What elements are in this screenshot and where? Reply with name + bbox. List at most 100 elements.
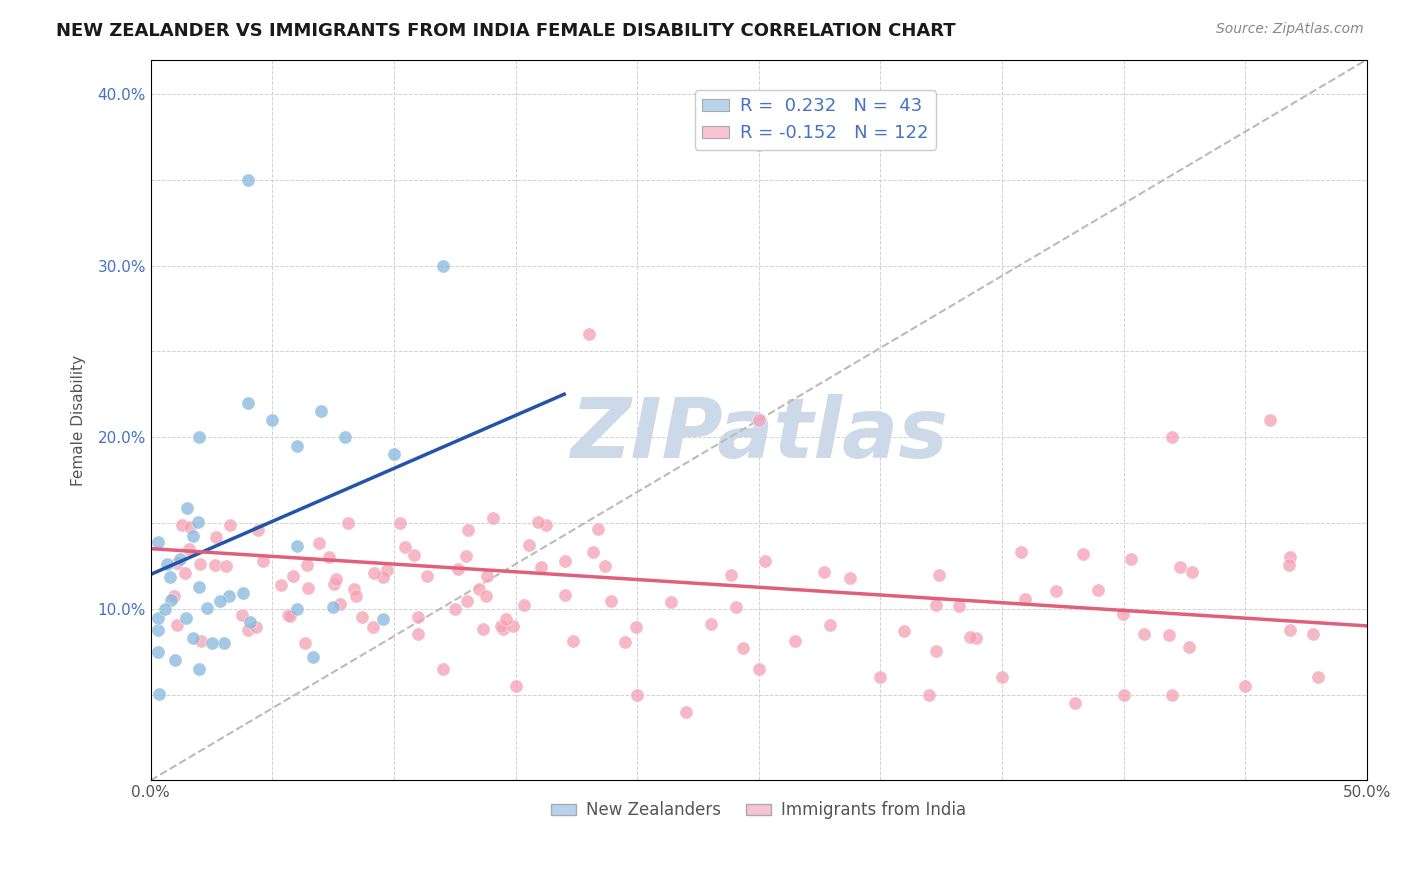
Point bbox=[285, 439, 308, 453]
Point bbox=[200, 636, 222, 650]
Point bbox=[586, 522, 609, 536]
Point bbox=[675, 705, 697, 719]
Point bbox=[748, 138, 770, 153]
Point bbox=[530, 560, 553, 574]
Point bbox=[205, 530, 228, 544]
Point bbox=[236, 624, 259, 638]
Point bbox=[177, 542, 200, 557]
Point bbox=[582, 545, 605, 559]
Point bbox=[160, 593, 183, 607]
Point bbox=[482, 511, 505, 525]
Point bbox=[554, 553, 576, 567]
Point bbox=[783, 634, 806, 648]
Point bbox=[1064, 696, 1087, 710]
Point bbox=[748, 662, 770, 676]
Point bbox=[363, 620, 385, 634]
Point bbox=[1045, 583, 1067, 598]
Point bbox=[371, 612, 394, 626]
Point bbox=[614, 635, 637, 649]
Point bbox=[505, 679, 527, 693]
Point bbox=[270, 578, 292, 592]
Y-axis label: Female Disability: Female Disability bbox=[72, 354, 86, 485]
Point bbox=[456, 594, 478, 608]
Point bbox=[965, 631, 987, 645]
Point bbox=[208, 594, 231, 608]
Point bbox=[363, 566, 385, 580]
Point bbox=[1014, 591, 1036, 606]
Point bbox=[720, 567, 742, 582]
Point bbox=[1161, 688, 1184, 702]
Point bbox=[600, 593, 623, 607]
Point bbox=[236, 396, 259, 410]
Point bbox=[489, 618, 512, 632]
Point bbox=[176, 500, 198, 515]
Point bbox=[322, 599, 344, 614]
Point bbox=[495, 612, 517, 626]
Point bbox=[388, 516, 411, 530]
Point bbox=[1177, 640, 1199, 654]
Point bbox=[181, 631, 204, 645]
Point bbox=[1087, 582, 1109, 597]
Point bbox=[447, 562, 470, 576]
Point bbox=[343, 582, 366, 596]
Point bbox=[382, 447, 405, 461]
Point bbox=[925, 644, 948, 658]
Point bbox=[163, 589, 186, 603]
Point bbox=[517, 538, 540, 552]
Point bbox=[190, 634, 212, 648]
Point bbox=[373, 569, 395, 583]
Point bbox=[1279, 549, 1302, 564]
Point bbox=[163, 653, 186, 667]
Point bbox=[502, 619, 524, 633]
Point bbox=[204, 558, 226, 572]
Point bbox=[246, 524, 269, 538]
Point bbox=[1168, 560, 1191, 574]
Point bbox=[352, 610, 374, 624]
Point bbox=[492, 622, 515, 636]
Point bbox=[187, 515, 209, 529]
Point bbox=[512, 598, 534, 612]
Point bbox=[991, 670, 1014, 684]
Point bbox=[593, 559, 616, 574]
Point bbox=[294, 636, 316, 650]
Point bbox=[471, 622, 494, 636]
Point bbox=[188, 662, 211, 676]
Point bbox=[1112, 607, 1135, 621]
Point bbox=[166, 618, 188, 632]
Point bbox=[820, 617, 842, 632]
Point bbox=[146, 623, 169, 637]
Point bbox=[245, 620, 267, 634]
Point bbox=[335, 430, 357, 444]
Point bbox=[893, 624, 915, 639]
Point bbox=[444, 602, 467, 616]
Point bbox=[285, 540, 308, 554]
Point bbox=[231, 607, 253, 622]
Point bbox=[1181, 566, 1204, 580]
Point bbox=[159, 569, 181, 583]
Point bbox=[733, 641, 755, 656]
Point bbox=[1071, 547, 1094, 561]
Point bbox=[748, 413, 770, 427]
Point bbox=[146, 535, 169, 549]
Point bbox=[170, 517, 193, 532]
Point bbox=[215, 558, 238, 573]
Point bbox=[925, 598, 948, 612]
Point bbox=[432, 259, 454, 273]
Point bbox=[166, 556, 188, 570]
Point bbox=[212, 636, 235, 650]
Point bbox=[948, 599, 970, 614]
Point bbox=[280, 609, 302, 624]
Point bbox=[344, 589, 367, 603]
Point bbox=[838, 571, 860, 585]
Point bbox=[432, 662, 454, 676]
Point bbox=[318, 550, 340, 565]
Text: Source: ZipAtlas.com: Source: ZipAtlas.com bbox=[1216, 22, 1364, 37]
Point bbox=[1278, 623, 1301, 637]
Point bbox=[302, 650, 325, 665]
Point bbox=[285, 602, 308, 616]
Point bbox=[308, 536, 330, 550]
Point bbox=[626, 688, 648, 702]
Point bbox=[477, 569, 499, 583]
Point bbox=[406, 610, 429, 624]
Point bbox=[329, 597, 352, 611]
